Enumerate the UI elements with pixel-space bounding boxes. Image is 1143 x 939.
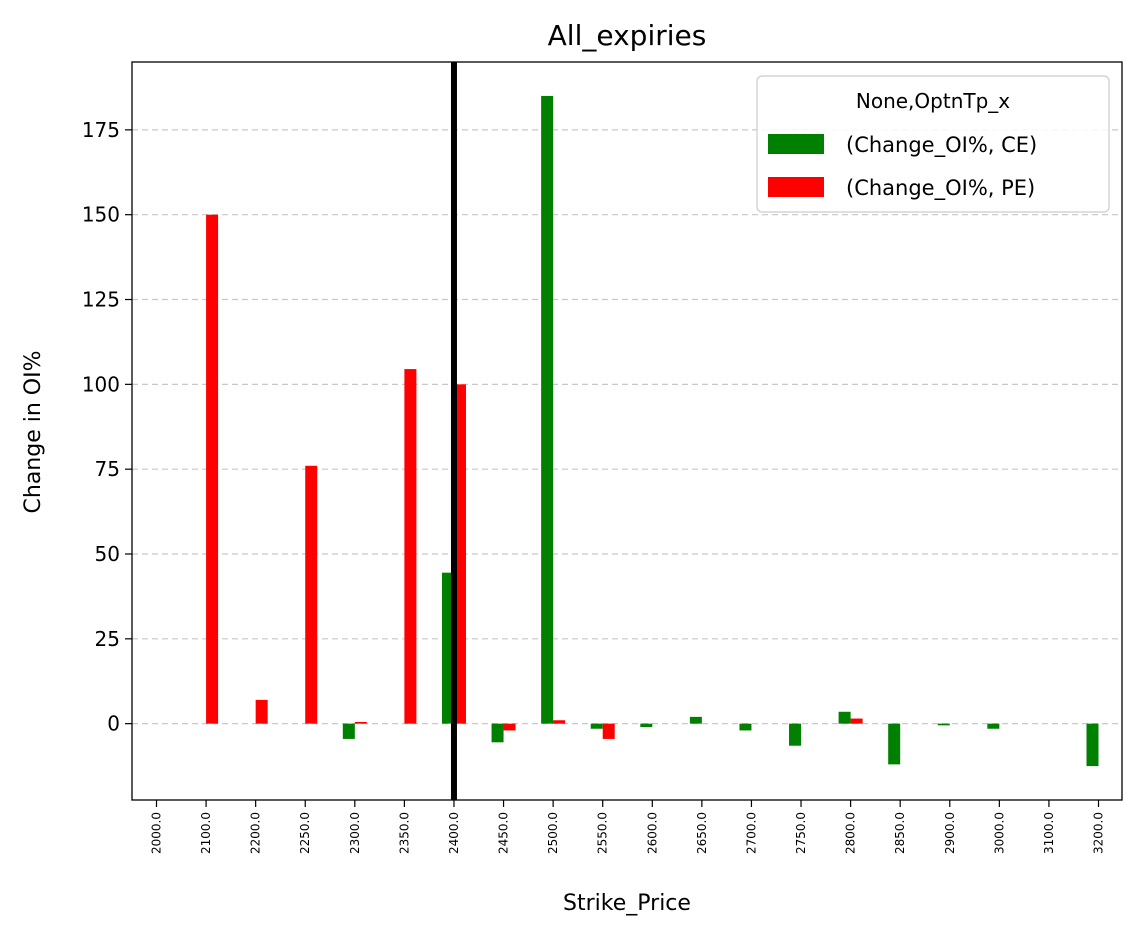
bar-pe [255, 699, 268, 724]
y-tick-label: 100 [82, 372, 120, 396]
x-tick-label: 3100.0 [1042, 812, 1056, 854]
bar-pe [354, 721, 367, 724]
chart-title: All_expiries [548, 19, 707, 52]
x-tick-label: 2850.0 [893, 812, 907, 854]
legend-label: (Change_OI%, CE) [846, 133, 1037, 158]
bar-ce [739, 723, 752, 731]
bar-ce [789, 723, 802, 746]
x-tick-label: 3200.0 [1092, 812, 1106, 854]
gridlines [132, 129, 1122, 725]
bar-ce [541, 95, 554, 724]
x-tick-label: 2700.0 [744, 812, 758, 854]
bar-ce [937, 723, 950, 726]
bar-ce [590, 723, 603, 729]
bar-pe [404, 369, 417, 724]
y-tick-label: 125 [82, 288, 120, 312]
bar-pe [206, 214, 219, 724]
y-tick-label: 175 [82, 118, 120, 142]
bar-ce [1086, 723, 1099, 767]
x-tick-label: 2200.0 [249, 812, 263, 854]
y-tick-label: 0 [107, 712, 120, 736]
x-tick-label: 2750.0 [794, 812, 808, 854]
x-tick-label: 2550.0 [596, 812, 610, 854]
x-tick-label: 2650.0 [695, 812, 709, 854]
bar-pe [850, 718, 863, 724]
legend-swatch [768, 134, 824, 154]
legend: None,OptnTp_x (Change_OI%, CE) (Change_OI%… [756, 75, 1110, 213]
legend-title: None,OptnTp_x [856, 89, 1010, 113]
x-axis: 2000.0 2100.0 2200.0 2250.0 2300.0 2350.0 2400… [150, 800, 1106, 854]
y-axis: 0 25 50 75 100 125 150 175 [82, 118, 132, 736]
y-tick-label: 50 [95, 542, 120, 566]
x-tick-label: 2900.0 [943, 812, 957, 854]
legend-box [756, 75, 1110, 213]
x-tick-label: 2100.0 [199, 812, 213, 854]
bar-pe [553, 720, 566, 724]
x-tick-label: 2600.0 [645, 812, 659, 854]
plot-frame [131, 61, 1123, 801]
y-tick-label: 25 [95, 627, 120, 651]
x-tick-label: 2000.0 [150, 812, 164, 854]
bar-ce [640, 723, 653, 728]
bar-pe [305, 465, 318, 724]
x-tick-label: 2450.0 [497, 812, 511, 854]
bar-pe [602, 723, 615, 739]
bar-ce [491, 723, 504, 743]
x-tick-label: 2500.0 [546, 812, 560, 854]
x-tick-label: 2400.0 [447, 812, 461, 854]
x-tick-label: 3000.0 [992, 812, 1006, 854]
x-tick-label: 2300.0 [348, 812, 362, 854]
x-tick-label: 2800.0 [844, 812, 858, 854]
x-tick-label: 2250.0 [298, 812, 312, 854]
bar-ce [342, 723, 355, 739]
bar-ce [838, 711, 851, 724]
bar-ce [888, 723, 901, 765]
y-axis-label: Change in OI% [21, 351, 46, 514]
x-axis-label: Strike_Price [563, 891, 691, 916]
legend-swatch [768, 177, 824, 197]
y-tick-label: 150 [82, 203, 120, 227]
x-tick-label: 2350.0 [397, 812, 411, 854]
bar-ce [689, 716, 702, 724]
bar-pe [503, 723, 516, 731]
bar-ce [987, 723, 1000, 729]
y-tick-label: 75 [95, 457, 120, 481]
legend-label: (Change_OI%, PE) [846, 176, 1035, 201]
